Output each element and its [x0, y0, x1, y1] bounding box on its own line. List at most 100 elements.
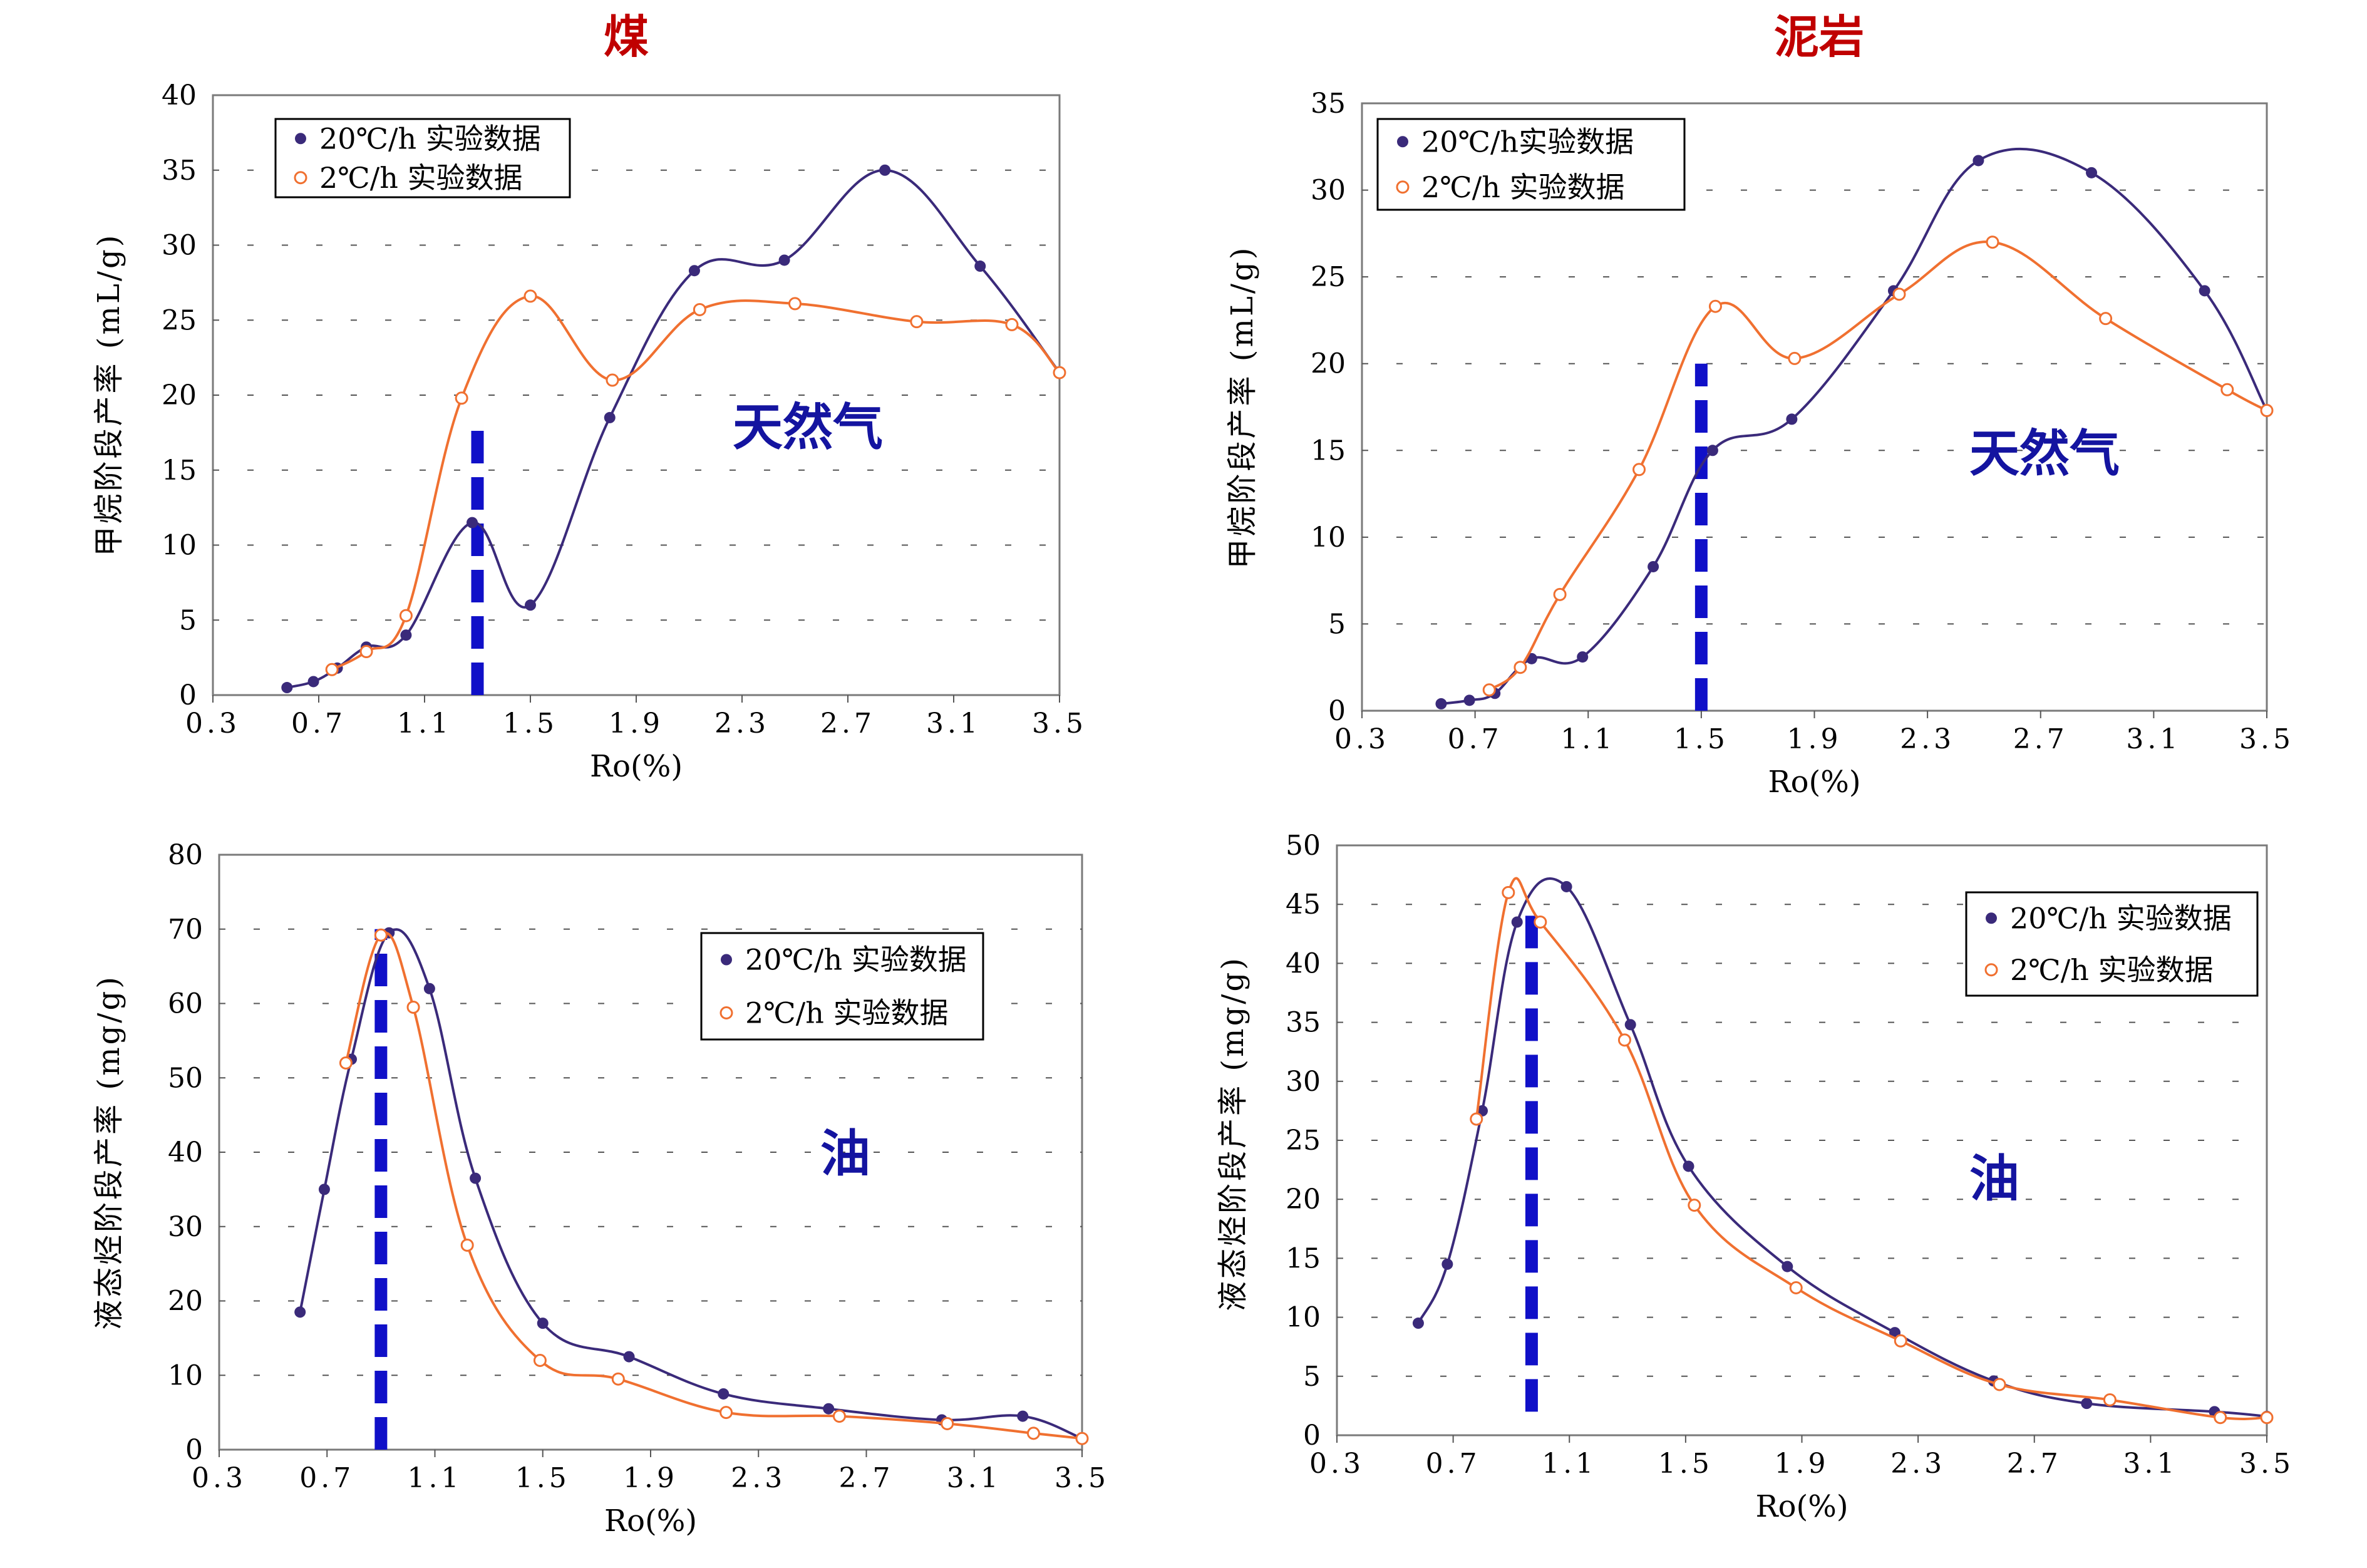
data-point-2c: [1617, 1033, 1631, 1047]
y-tick-label: 15: [1286, 1242, 1321, 1274]
data-point-20c: [1441, 1258, 1453, 1270]
data-point-20c: [307, 676, 319, 688]
data-point-20c: [1706, 445, 1718, 456]
data-point-2c: [1005, 317, 1019, 331]
data-point-20c: [2086, 167, 2098, 178]
data-point-20c: [400, 629, 412, 641]
x-tick-label: 2.7: [820, 708, 875, 740]
data-point-2c: [611, 1372, 625, 1386]
x-tick-label: 3.5: [1032, 708, 1087, 740]
y-tick-label: 20: [162, 379, 197, 411]
data-point-2c: [1632, 463, 1646, 477]
data-point-20c: [623, 1351, 635, 1363]
y-tick-label: 70: [168, 914, 203, 946]
y-tick-label: 10: [1286, 1302, 1321, 1334]
chart-annotation: 油: [1969, 1150, 2019, 1208]
x-tick-label: 0.7: [1426, 1448, 1481, 1480]
data-point-2c: [1789, 1281, 1803, 1294]
legend-marker-2c: [294, 171, 307, 185]
data-point-2c: [910, 315, 924, 329]
data-point-20c: [1463, 694, 1475, 706]
data-point-20c: [1683, 1160, 1694, 1172]
x-tick-label: 0.3: [185, 708, 240, 740]
y-tick-label: 10: [162, 530, 197, 562]
data-point-20c: [718, 1388, 730, 1400]
x-tick-label: 2.7: [839, 1462, 894, 1494]
y-tick-label: 0: [1328, 695, 1346, 727]
x-tick-label: 1.9: [1787, 723, 1842, 755]
data-point-2c: [1688, 1199, 1701, 1212]
data-point-20c: [1624, 1019, 1636, 1031]
legend-box: [274, 118, 571, 199]
data-point-2c: [941, 1416, 954, 1430]
x-tick-label: 1.1: [1560, 723, 1616, 755]
y-tick-label: 30: [1286, 1066, 1321, 1098]
y-tick-label: 0: [185, 1434, 203, 1466]
y-axis-label: 甲烷阶段产率 (mL/g): [91, 232, 126, 556]
data-point-2c: [359, 645, 373, 659]
x-tick-label: 2.3: [1900, 723, 1955, 755]
mudstone-oil-chart: 0 5 10 15 20 25 30 35 40 45 50 0.3 0.7 1.1 1.5 1.9 2.3 2.…: [1215, 830, 2294, 1524]
data-point-2c: [1026, 1426, 1040, 1440]
data-point-20c: [470, 1172, 482, 1184]
legend-box: [1376, 118, 1686, 211]
x-axis-label: Ro(%): [604, 1504, 697, 1539]
data-point-20c: [1972, 155, 1984, 167]
y-tick-label: 35: [1311, 88, 1346, 120]
data-point-2c: [406, 1000, 420, 1014]
x-tick-label: 3.1: [947, 1462, 1002, 1494]
y-tick-label: 0: [1303, 1420, 1321, 1452]
data-point-2c: [2220, 383, 2234, 396]
y-tick-label: 40: [162, 80, 197, 111]
data-point-2c: [399, 609, 413, 622]
legend-box: [700, 932, 984, 1041]
x-tick-label: 1.1: [397, 708, 452, 740]
x-tick-label: 2.7: [2007, 1448, 2062, 1480]
x-axis-label: Ro(%): [1768, 765, 1860, 800]
y-tick-label: 25: [1286, 1125, 1321, 1157]
legend-label-20c: 20℃/h 实验数据: [2010, 901, 2232, 935]
x-tick-label: 1.9: [609, 708, 664, 740]
x-tick-label: 3.5: [1055, 1462, 1110, 1494]
series-20c-line: [1417, 877, 2267, 1418]
data-point-2c: [2099, 312, 2113, 326]
legend-label-2c: 2℃/h 实验数据: [319, 161, 522, 195]
data-point-2c: [533, 1354, 547, 1367]
y-tick-label: 20: [1286, 1184, 1321, 1215]
data-point-20c: [778, 254, 790, 266]
legend-marker-20c: [295, 133, 306, 145]
chart-annotation: 天然气: [733, 398, 883, 456]
x-tick-label: 0.3: [192, 1462, 247, 1494]
legend-marker-2c: [1396, 180, 1410, 194]
x-tick-label: 3.1: [2123, 1448, 2178, 1480]
x-tick-label: 2.3: [1890, 1448, 1946, 1480]
data-point-20c: [879, 164, 891, 176]
data-point-20c: [294, 1306, 306, 1318]
x-tick-label: 1.1: [1542, 1448, 1597, 1480]
legend-label-20c: 20℃/h 实验数据: [745, 943, 967, 977]
x-tick-label: 2.3: [731, 1462, 786, 1494]
data-point-2c: [2260, 404, 2274, 418]
data-point-2c: [1075, 1431, 1089, 1445]
data-point-2c: [1482, 683, 1496, 697]
data-point-2c: [2103, 1393, 2117, 1406]
x-tick-label: 3.1: [2126, 723, 2181, 755]
y-tick-label: 10: [1311, 522, 1346, 554]
data-point-2c: [455, 391, 468, 405]
legend-marker-2c: [719, 1006, 733, 1019]
y-tick-label: 35: [1286, 1007, 1321, 1039]
mudstone-column-title: 泥岩: [1773, 10, 1865, 63]
legend-marker-2c: [1984, 963, 1998, 977]
data-point-2c: [523, 289, 537, 303]
x-tick-label: 3.5: [2239, 1448, 2294, 1480]
data-point-20c: [2199, 285, 2210, 297]
legend-box: [1965, 891, 2259, 997]
mudstone-gas-chart: 0 5 10 15 20 25 30 35 0.3 0.7 1.1 1.5 1.9 2.3 2.7 3.1 3.…: [1225, 88, 2291, 800]
data-point-2c: [1894, 1334, 1907, 1348]
y-tick-label: 60: [168, 988, 203, 1020]
data-point-2c: [719, 1406, 733, 1420]
coal-gas-chart: 0 5 10 15 20 25 30 35 40 0.3 0.7 1.1 1.5 1.9 2.3 2.7 3.1…: [91, 80, 1087, 784]
data-point-20c: [1648, 560, 1659, 572]
x-tick-label: 0.3: [1309, 1448, 1364, 1480]
